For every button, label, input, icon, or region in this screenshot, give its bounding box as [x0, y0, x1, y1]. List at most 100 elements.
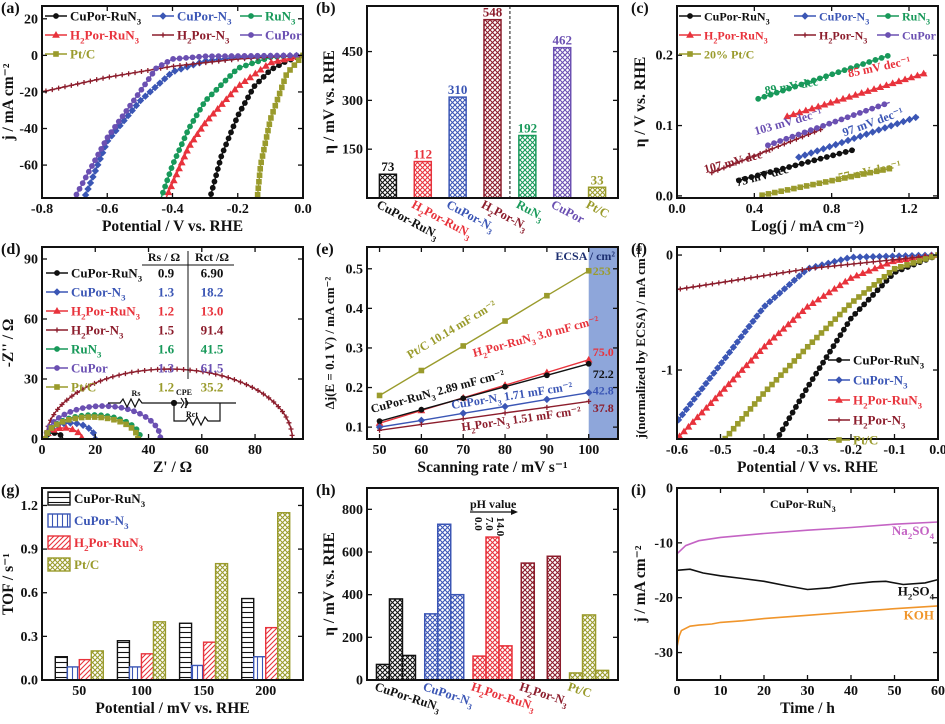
data-point	[265, 69, 272, 76]
y-tick-label: 0.0	[21, 674, 39, 689]
legend-label: CuPor-RuN3	[70, 9, 142, 27]
data-point	[880, 167, 886, 173]
data-point	[872, 57, 879, 63]
data-point	[79, 405, 86, 412]
data-point	[782, 367, 789, 374]
data-point	[721, 165, 727, 171]
data-point	[830, 152, 837, 159]
data-point	[852, 310, 859, 317]
data-point	[820, 359, 826, 366]
y-axis-label: -Z'' / Ω	[0, 319, 17, 368]
data-point	[117, 418, 123, 425]
data-point	[241, 77, 249, 85]
x-tick-label: 80	[498, 443, 512, 458]
series-label: Na2SO4	[892, 523, 935, 541]
rct-value: 6.90	[201, 266, 224, 281]
data-point	[213, 172, 220, 179]
data-point	[256, 78, 262, 85]
legend-marker	[52, 30, 60, 38]
data-point	[826, 120, 833, 127]
legend-swatch	[47, 491, 71, 506]
legend-label: RuN3	[265, 9, 296, 27]
y-axis-label: j(normalized by ECSA) / mA cm⁻²	[633, 247, 648, 439]
data-point	[263, 134, 270, 140]
data-point	[727, 163, 733, 169]
data-point	[789, 133, 796, 140]
bar	[265, 626, 279, 680]
data-point	[122, 371, 128, 377]
bar	[423, 613, 439, 680]
data-point	[820, 100, 829, 108]
legend-marker	[53, 13, 59, 19]
data-point	[149, 70, 156, 77]
y-tick-label: -30	[654, 646, 673, 661]
data-point	[128, 425, 135, 431]
bar	[483, 18, 502, 198]
data-point	[216, 159, 223, 166]
data-point	[75, 81, 81, 87]
x-tick-label: 0.8	[823, 202, 841, 217]
data-point	[680, 427, 688, 435]
data-point	[376, 392, 383, 399]
legend-label: CuPor-N3	[74, 513, 129, 531]
data-point	[123, 421, 129, 428]
data-point	[770, 333, 778, 341]
legend-label: H2Por-RuN3	[704, 29, 768, 46]
data-point	[137, 410, 143, 417]
data-point	[91, 414, 98, 420]
panel-label: (f)	[631, 241, 647, 258]
legend-label: CuPor-N3	[853, 373, 908, 391]
data-point	[258, 159, 264, 166]
data-point	[146, 88, 154, 96]
data-point	[255, 58, 262, 65]
data-point	[904, 262, 910, 268]
data-point	[745, 322, 753, 331]
data-point	[76, 185, 83, 192]
data-point	[844, 114, 851, 121]
data-point	[206, 370, 212, 376]
legend-label: H2Por-N3	[71, 323, 124, 341]
data-point	[544, 404, 550, 410]
data-point	[85, 168, 92, 175]
category-label: CuPor	[549, 197, 587, 226]
data-point	[808, 299, 817, 307]
data-point	[898, 263, 904, 270]
data-point	[803, 302, 812, 310]
data-point	[798, 307, 807, 315]
data-point	[765, 191, 772, 197]
data-point	[225, 375, 231, 381]
y-tick-label: 0	[356, 674, 363, 689]
x-tick-label: 70	[456, 443, 470, 458]
data-point	[832, 118, 839, 125]
data-point	[864, 260, 870, 266]
data-point	[68, 425, 77, 433]
data-point	[171, 63, 176, 69]
data-point	[739, 158, 745, 164]
data-point	[175, 164, 183, 172]
data-point	[799, 134, 805, 140]
data-point	[152, 422, 159, 429]
y-axis-label: TOF / s⁻¹	[0, 553, 17, 615]
data-point	[860, 61, 866, 67]
data-point	[214, 166, 221, 172]
data-point	[283, 414, 289, 420]
data-point	[899, 117, 908, 126]
data-point	[228, 53, 235, 59]
ecsa-band	[588, 247, 618, 439]
data-point	[193, 130, 202, 138]
data-point	[737, 333, 745, 341]
data-point	[544, 292, 550, 299]
data-point	[741, 327, 749, 336]
data-point	[166, 171, 173, 178]
data-point	[773, 167, 780, 174]
data-point	[823, 73, 829, 80]
data-point	[279, 84, 285, 91]
data-point	[798, 81, 805, 88]
data-point	[59, 419, 66, 425]
data-point	[852, 271, 861, 279]
data-point	[203, 60, 209, 66]
data-point	[94, 161, 102, 169]
data-point	[155, 366, 161, 372]
data-point	[502, 318, 508, 324]
